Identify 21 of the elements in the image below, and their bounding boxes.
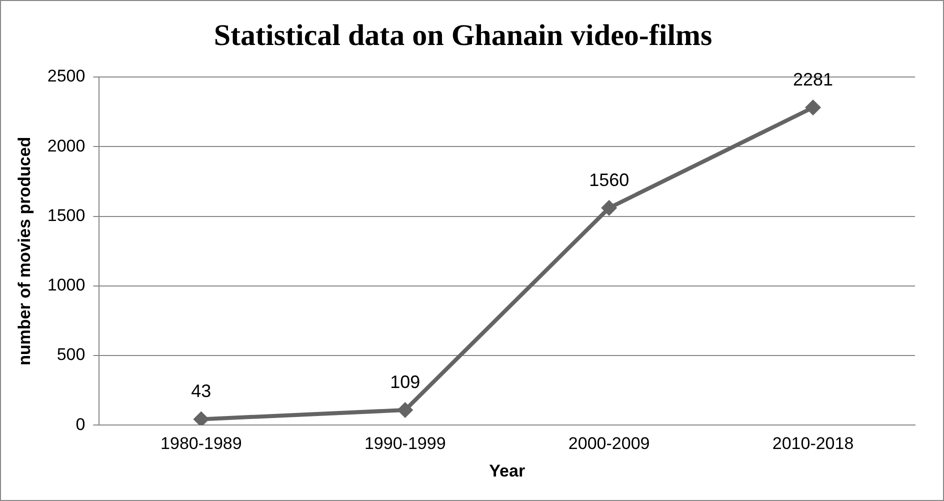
y-tick-label: 0 <box>76 414 86 434</box>
y-tick-label: 2500 <box>47 66 86 86</box>
data-label: 43 <box>191 381 212 402</box>
x-tick-label: 1990-1999 <box>364 434 446 454</box>
y-tick-label: 500 <box>56 345 86 364</box>
y-tick-label: 1500 <box>47 206 86 225</box>
y-tick-label: 2000 <box>47 136 86 156</box>
x-axis-title: Year <box>489 461 526 480</box>
x-tick-label: 1980-1989 <box>160 434 242 454</box>
y-tick-label: 1000 <box>47 276 86 295</box>
y-axis-title: number of movies produced <box>14 136 34 366</box>
x-tick-label: 2010-2018 <box>772 434 854 454</box>
chart-title: Statistical data on Ghanain video-films <box>214 18 712 52</box>
data-label: 109 <box>390 372 420 392</box>
point <box>601 200 618 216</box>
point <box>805 100 822 116</box>
point <box>397 402 414 418</box>
x-tick-label: 2000-2009 <box>568 434 650 454</box>
data-label: 1560 <box>589 170 630 190</box>
data-label: 2281 <box>793 69 834 90</box>
point <box>193 411 210 426</box>
